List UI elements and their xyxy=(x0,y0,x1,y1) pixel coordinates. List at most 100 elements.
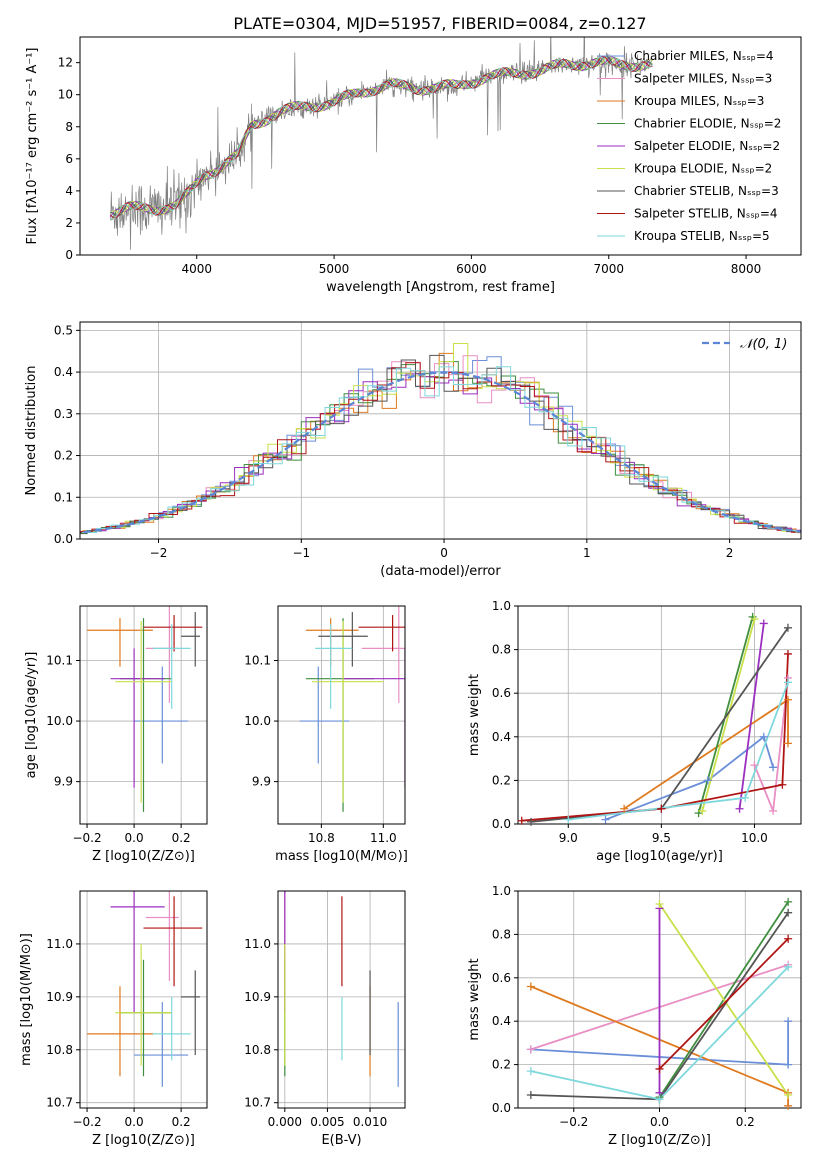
weight-marker xyxy=(526,1045,535,1054)
weight-marker xyxy=(784,1090,793,1099)
x-axis-label: Z [log10(Z/Z⊙)] xyxy=(92,1133,195,1148)
x-tick-label: 10.8 xyxy=(308,831,335,845)
plot-spectrum: 4000 5000 6000 7000 8000 0 2 4 6 8 10 12 wavelength … xyxy=(25,36,802,295)
y-tick-label: 10.1 xyxy=(244,654,271,668)
weight-marker xyxy=(784,897,793,906)
legend-entry: Chabrier ELODIE, Nₛₛₚ=2 xyxy=(634,117,781,131)
x-tick-label: −0.2 xyxy=(72,1115,101,1129)
plot-age-vs-mass: 10.8 11.0 9.9 10.0 10.1 mass [log10(M/M⊙)] xyxy=(244,605,408,864)
axes-frame xyxy=(79,321,802,540)
plot-area xyxy=(87,891,203,1087)
y-tick-label: 0.0 xyxy=(492,1101,511,1115)
plot-area xyxy=(80,343,801,535)
weight-marker xyxy=(769,806,778,815)
model-spectrum xyxy=(109,56,653,220)
weight-marker xyxy=(735,804,744,813)
x-tick-label: −0.2 xyxy=(559,1115,588,1129)
y-axis-label: mass weight xyxy=(467,958,482,1040)
plot-area xyxy=(109,37,653,250)
y-tick-label: 12 xyxy=(58,56,73,70)
weight-marker xyxy=(783,649,792,658)
weight-line xyxy=(658,938,789,1070)
y-tick-label: 0.4 xyxy=(492,730,511,744)
weight-marker xyxy=(750,615,759,624)
y-tick-label: 11.0 xyxy=(244,937,271,951)
x-axis-label: E(B-V) xyxy=(321,1133,361,1148)
x-tick-label: 1 xyxy=(583,546,591,560)
x-tick-label: 11.0 xyxy=(370,831,397,845)
x-axis-label: Z [log10(Z/Z⊙)] xyxy=(92,849,195,864)
y-tick-label: 2 xyxy=(65,216,73,230)
weight-line xyxy=(697,616,754,814)
weight-line xyxy=(658,903,789,1096)
weight-marker xyxy=(517,816,526,825)
y-axis-label: mass [log10(M/M⊙)] xyxy=(19,933,34,1066)
weight-marker xyxy=(784,962,793,971)
y-tick-label: 0.4 xyxy=(54,365,73,379)
x-tick-label: 6000 xyxy=(456,262,487,276)
y-tick-label: 10 xyxy=(58,88,73,102)
x-axis-label: mass [log10(M/M⊙)] xyxy=(275,849,408,864)
y-tick-label: 10.1 xyxy=(46,654,73,668)
x-tick-label: 9.0 xyxy=(559,831,578,845)
weight-marker xyxy=(784,1017,793,1026)
weight-marker xyxy=(703,776,712,785)
y-tick-label: 0.2 xyxy=(492,1058,511,1072)
legend-entry: Chabrier MILES, Nₛₛₚ=4 xyxy=(634,49,774,63)
weight-marker xyxy=(527,817,536,826)
axes-frame xyxy=(79,890,208,1109)
y-tick-label: 1.0 xyxy=(492,884,511,898)
x-tick-label: 0 xyxy=(440,546,448,560)
legend-entry: Kroupa ELODIE, Nₛₛₚ=2 xyxy=(634,162,772,176)
x-tick-label: 8000 xyxy=(731,262,762,276)
weight-marker xyxy=(769,763,778,772)
x-tick-label: 0.2 xyxy=(172,1115,191,1129)
data-spectrum xyxy=(109,37,650,250)
y-axis-label: Flux [fλ10⁻¹⁷ erg cm⁻² s⁻¹ A⁻¹] xyxy=(25,48,40,245)
y-tick-label: 0.2 xyxy=(54,449,73,463)
weight-marker xyxy=(655,1064,664,1073)
y-tick-label: 0.6 xyxy=(492,971,511,985)
plot-area xyxy=(284,891,399,1087)
axes-frame xyxy=(79,36,802,256)
x-tick-label: 0.0 xyxy=(125,831,144,845)
weight-marker xyxy=(655,1095,664,1104)
weight-marker xyxy=(778,780,787,789)
x-tick-label: 0.0 xyxy=(650,1115,669,1129)
weight-marker xyxy=(655,900,664,909)
weight-line xyxy=(738,623,765,809)
weight-line xyxy=(605,735,774,821)
y-axis-label: mass weight xyxy=(467,674,482,756)
y-tick-label: 0.0 xyxy=(54,532,73,546)
weight-marker xyxy=(601,815,610,824)
axes-frame xyxy=(277,890,406,1109)
weight-line xyxy=(623,698,789,810)
weight-line xyxy=(568,681,789,821)
legend-entry: Salpeter STELIB, Nₛₛₚ=4 xyxy=(634,207,778,221)
axes-frame xyxy=(79,605,208,825)
plots-layer: 4000 5000 6000 7000 8000024681012wavelength … xyxy=(19,36,802,1148)
weight-marker xyxy=(750,761,759,770)
y-tick-label: 4 xyxy=(65,184,73,198)
weight-line xyxy=(701,618,756,812)
plot-mass-vs-ebv: 0.000 0.005 0.010 10.7 10.8 10.9 11.0 E(B-V) xyxy=(244,890,406,1148)
plot-weight-vs-age: 9.0 9.5 10.0 0.0 0.2 0.4 0.6 0.8 1.0 age [log10(a… xyxy=(467,599,802,864)
model-spectrum xyxy=(109,56,653,219)
y-tick-label: 10.0 xyxy=(46,714,73,728)
residual-histogram xyxy=(80,362,801,533)
weight-marker xyxy=(564,815,573,824)
plot-area xyxy=(521,616,789,823)
y-tick-label: 0 xyxy=(65,248,73,262)
x-axis-label: Z [log10(Z/Z⊙)] xyxy=(608,1133,711,1148)
y-tick-label: 10.7 xyxy=(46,1096,73,1110)
y-tick-label: 10.7 xyxy=(244,1096,271,1110)
y-tick-label: 1.0 xyxy=(492,599,511,613)
weight-marker xyxy=(783,695,792,704)
legend-entry: Kroupa MILES, Nₛₛₚ=3 xyxy=(634,94,764,108)
model-spectrum xyxy=(110,55,653,217)
y-tick-label: 0.0 xyxy=(492,817,511,831)
x-tick-label: 5000 xyxy=(319,262,350,276)
x-tick-label: −1 xyxy=(292,546,310,560)
x-tick-label: 2 xyxy=(726,546,734,560)
